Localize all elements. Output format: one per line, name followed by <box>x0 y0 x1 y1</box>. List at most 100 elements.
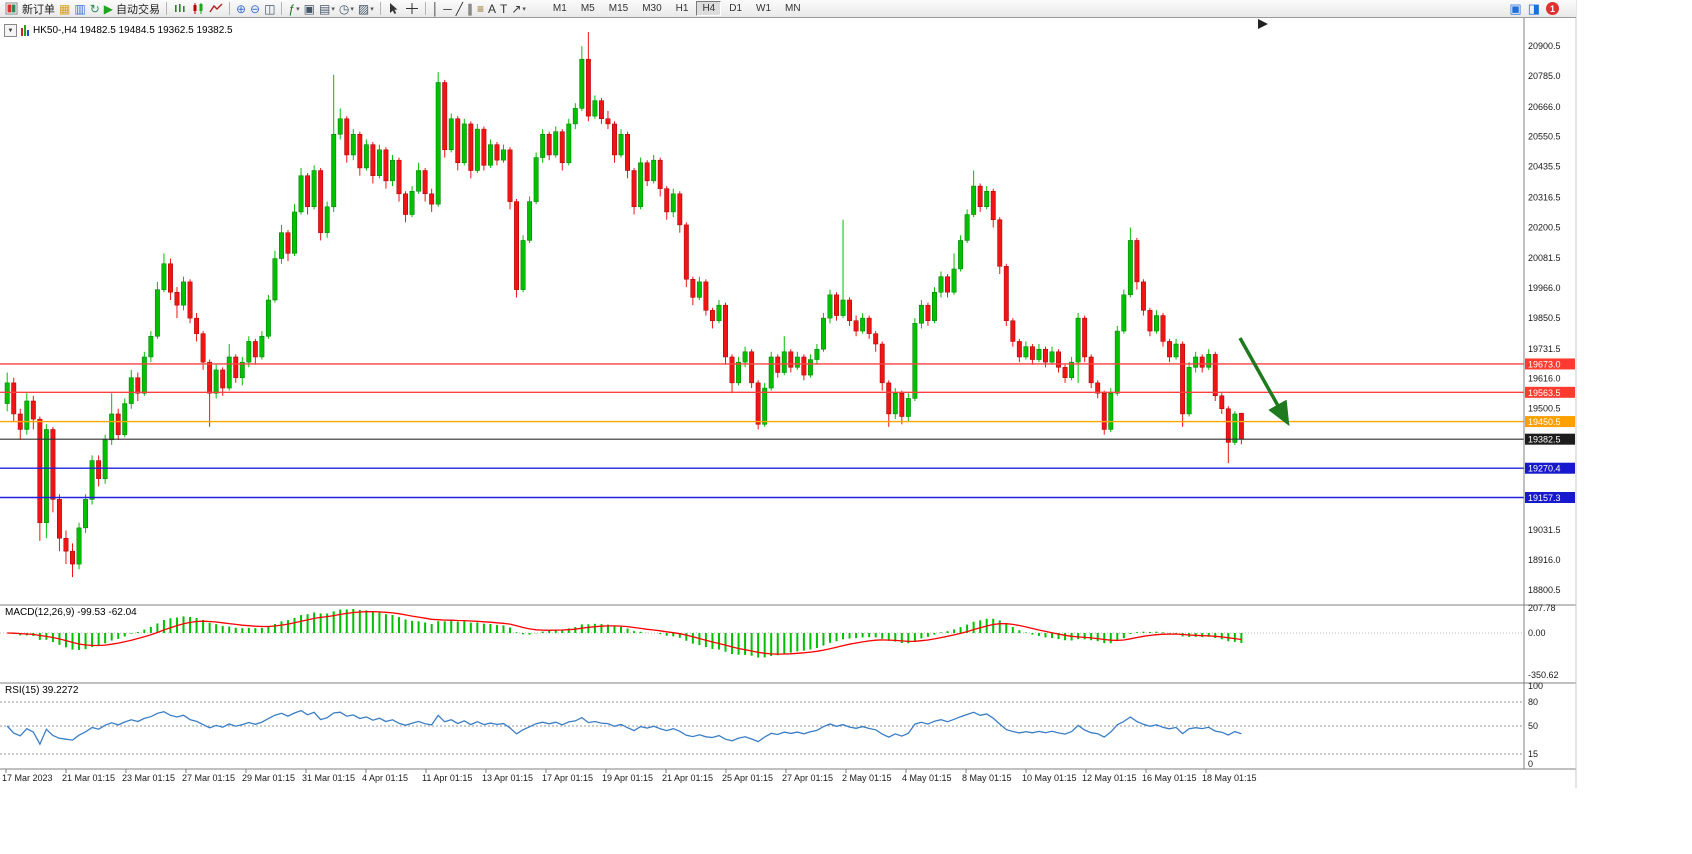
indicators-button[interactable]: ƒ ▾ <box>286 1 301 17</box>
auto-trading-icon: ▶ <box>103 1 113 16</box>
svg-text:27 Mar 01:15: 27 Mar 01:15 <box>182 773 235 783</box>
notification-badge[interactable]: 1 <box>1546 2 1559 15</box>
crosshair-button[interactable] <box>403 1 421 17</box>
text-button[interactable]: A <box>486 1 498 17</box>
svg-text:19157.3: 19157.3 <box>1528 493 1561 503</box>
timeframe-m1[interactable]: M1 <box>552 3 567 14</box>
market-watch-button[interactable]: ▦ <box>57 1 72 17</box>
svg-text:20550.5: 20550.5 <box>1528 132 1561 142</box>
svg-text:19616.0: 19616.0 <box>1528 374 1561 384</box>
trendline-icon: ╱ <box>455 1 463 16</box>
svg-text:19270.4: 19270.4 <box>1528 464 1561 474</box>
indicators-icon: ƒ <box>288 1 296 16</box>
market-button[interactable]: ◨ <box>1527 0 1540 16</box>
toolbar-separator <box>165 2 167 15</box>
data-window-icon: ▥ <box>74 1 86 16</box>
chart-period-dropdown[interactable]: ▾ <box>350 5 354 13</box>
svg-text:19966.0: 19966.0 <box>1528 283 1561 293</box>
svg-text:10 May 01:15: 10 May 01:15 <box>1022 773 1077 783</box>
rsi-indicator-label: RSI(15) 39.2272 <box>5 685 79 696</box>
svg-text:19850.5: 19850.5 <box>1528 313 1561 323</box>
chart-icon <box>21 25 29 36</box>
rsi-line <box>6 709 1242 746</box>
svg-text:19450.5: 19450.5 <box>1528 417 1561 427</box>
vertical-line-button[interactable]: │ <box>430 1 442 17</box>
auto-trading-button[interactable]: ▶ 自动交易 <box>102 1 162 17</box>
chart-header: ▼ HK50-,H4 19482.5 19484.5 19362.5 19382… <box>4 24 233 37</box>
horizontal-line-button[interactable]: ─ <box>441 1 454 17</box>
svg-text:4 May 01:15: 4 May 01:15 <box>902 773 952 783</box>
horizontal-line-icon: ─ <box>443 1 452 16</box>
expand-button[interactable]: ▼ <box>4 24 17 37</box>
data-window-button[interactable]: ▥ <box>72 1 87 17</box>
text-label-button[interactable]: T <box>498 1 509 17</box>
indicators-dropdown[interactable]: ▾ <box>296 5 300 13</box>
crosshair-icon <box>405 3 418 14</box>
timeframe-m5[interactable]: M5 <box>580 3 595 14</box>
templates-dropdown[interactable]: ▾ <box>370 5 374 13</box>
svg-text:100: 100 <box>1528 681 1543 691</box>
toolbar-buttons: 新订单 ▦ ▥ ↻ ▶ 自动交易 ⊕ ⊖ ◫ ƒ ▾ ▣ ▤ ▾ ◷ ▾ ▨ ▾ │ ─ ╱ ∥ ≡ A T ↗ ▾ <box>3 1 528 17</box>
resistance-upper-price-tag: 19673.0 <box>1525 358 1575 370</box>
equidistant-channel-icon: ∥ <box>466 1 473 16</box>
arrange-windows-button[interactable]: ▣ <box>302 1 317 17</box>
macd-histogram <box>12 609 1243 658</box>
svg-text:31 Mar 01:15: 31 Mar 01:15 <box>302 773 355 783</box>
zoom-in-button[interactable]: ⊕ <box>234 1 248 17</box>
svg-text:20435.5: 20435.5 <box>1528 162 1561 172</box>
zoom-out-button[interactable]: ⊖ <box>248 1 262 17</box>
svg-text:-350.62: -350.62 <box>1528 670 1559 680</box>
timeframe-w1[interactable]: W1 <box>756 3 772 14</box>
timeframe-d1[interactable]: D1 <box>729 3 743 14</box>
svg-text:4 Apr 01:15: 4 Apr 01:15 <box>362 773 408 783</box>
svg-text:27 Apr 01:15: 27 Apr 01:15 <box>782 773 833 783</box>
new-chart-button[interactable]: ▤ ▾ <box>317 1 337 17</box>
cursor-button[interactable] <box>385 1 403 17</box>
trendline-button[interactable]: ╱ <box>454 1 465 17</box>
refresh-button[interactable]: ↻ <box>88 1 102 17</box>
fibonacci-button[interactable]: ≡ <box>475 1 486 17</box>
refresh-icon: ↻ <box>89 1 100 16</box>
svg-text:21 Apr 01:15: 21 Apr 01:15 <box>662 773 713 783</box>
new-chart-dropdown[interactable]: ▾ <box>331 5 335 13</box>
candlestick-mode-button[interactable] <box>189 1 207 17</box>
arrows-tool-button[interactable]: ↗ ▾ <box>509 1 528 17</box>
timeframe-buttons: M1 M5 M15 M30 H1 H4 D1 W1 MN <box>546 1 808 16</box>
chart-period-button[interactable]: ◷ ▾ <box>337 1 356 17</box>
community-button[interactable]: ▣ <box>1509 0 1522 16</box>
timeframe-h1[interactable]: H1 <box>675 3 689 14</box>
svg-text:20666.0: 20666.0 <box>1528 102 1561 112</box>
arrange-windows-icon: ▣ <box>303 1 315 16</box>
svg-text:20785.0: 20785.0 <box>1528 71 1561 81</box>
toolbar-separator <box>379 2 381 15</box>
support-blue-lower-price-tag: 19157.3 <box>1525 491 1575 503</box>
svg-text:0.00: 0.00 <box>1528 628 1546 638</box>
timeframe-mn[interactable]: MN <box>785 3 801 14</box>
svg-text:23 Mar 01:15: 23 Mar 01:15 <box>122 773 175 783</box>
trend-arrow[interactable] <box>1238 337 1290 427</box>
support-orange-price-tag: 19450.5 <box>1525 416 1575 428</box>
line-chart-mode-button[interactable] <box>207 1 225 17</box>
bar-chart-mode-button[interactable] <box>171 1 189 17</box>
timeframe-m15[interactable]: M15 <box>608 3 629 14</box>
svg-text:18800.5: 18800.5 <box>1528 585 1561 595</box>
chart-shift-marker[interactable] <box>1258 19 1268 29</box>
equidistant-channel-button[interactable]: ∥ <box>465 1 475 17</box>
new-order-button[interactable]: 新订单 <box>3 1 57 17</box>
toolbar: 新订单 ▦ ▥ ↻ ▶ 自动交易 ⊕ ⊖ ◫ ƒ ▾ ▣ ▤ ▾ ◷ ▾ ▨ ▾ │ ─ ╱ ∥ ≡ A T ↗ ▾ M1 M5 M15… <box>0 0 1576 18</box>
svg-text:19500.5: 19500.5 <box>1528 404 1561 414</box>
chart-period-icon: ◷ <box>338 1 350 16</box>
timeframe-h4[interactable]: H4 <box>696 1 722 16</box>
timeframe-m30[interactable]: M30 <box>642 3 662 14</box>
arrows-tool-dropdown[interactable]: ▾ <box>522 5 526 13</box>
tile-windows-button[interactable]: ◫ <box>262 1 277 17</box>
templates-icon: ▨ <box>357 1 370 16</box>
templates-button[interactable]: ▨ ▾ <box>356 1 376 17</box>
svg-text:20200.5: 20200.5 <box>1528 222 1561 232</box>
toolbar-right: ▣ ◨ 1 <box>1509 1 1559 17</box>
cursor-icon <box>389 3 398 14</box>
svg-text:2 May 01:15: 2 May 01:15 <box>842 773 892 783</box>
neworder-icon <box>5 2 18 15</box>
